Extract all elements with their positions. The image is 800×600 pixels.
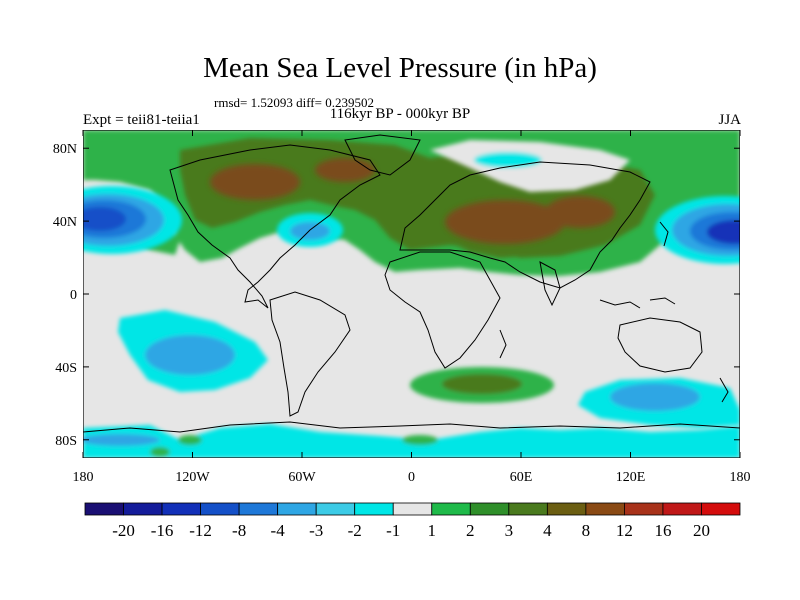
y-tick-label: 0 bbox=[70, 288, 77, 303]
south-australia-low bbox=[578, 378, 740, 428]
x-tick-label: 120E bbox=[616, 470, 646, 485]
colorbar-swatch bbox=[277, 502, 317, 516]
y-tick-label: 40N bbox=[53, 215, 77, 230]
chart-title: Mean Sea Level Pressure (in hPa) bbox=[203, 52, 597, 84]
colorbar-label: -2 bbox=[348, 521, 362, 540]
stats-label: rmsd= 1.52093 diff= 0.239502 bbox=[214, 95, 374, 110]
colorbar-label: 4 bbox=[543, 521, 552, 540]
positive-anomaly-strong bbox=[210, 158, 615, 244]
x-tick-label: 120W bbox=[175, 470, 210, 485]
colorbar-swatch bbox=[84, 502, 124, 516]
colorbar-label: -12 bbox=[189, 521, 212, 540]
colorbar-label: -20 bbox=[112, 521, 135, 540]
colorbar-swatch bbox=[469, 502, 510, 516]
x-tick-label: 60E bbox=[510, 470, 533, 485]
colorbar-swatch bbox=[354, 502, 394, 516]
colorbar-label: 3 bbox=[505, 521, 514, 540]
colorbar-label: 2 bbox=[466, 521, 475, 540]
x-tick-label: 60W bbox=[288, 470, 316, 485]
north-pacific-low-east bbox=[655, 196, 740, 264]
x-tick-label: 180 bbox=[730, 470, 751, 485]
colorbar-label: -16 bbox=[151, 521, 174, 540]
y-tick-label: 80S bbox=[55, 434, 77, 449]
colorbar-swatch bbox=[200, 502, 240, 516]
colorbar-swatch bbox=[161, 502, 201, 516]
colorbar-swatch bbox=[508, 502, 548, 516]
y-tick-label: 40S bbox=[55, 361, 77, 376]
colorbar-label: 12 bbox=[616, 521, 633, 540]
colorbar-swatch bbox=[546, 502, 587, 516]
colorbar-label: 8 bbox=[582, 521, 591, 540]
colorbar-label: -1 bbox=[386, 521, 400, 540]
colorbar-swatch bbox=[701, 502, 741, 516]
north-pacific-low-west bbox=[83, 186, 182, 254]
y-tick-label: 80N bbox=[53, 142, 77, 157]
x-axis: 180 120W 60W 0 60E 120E 180 bbox=[73, 130, 751, 485]
colorbar-label: -4 bbox=[271, 521, 286, 540]
antarctic-fringe bbox=[83, 424, 740, 458]
colorbar-swatch bbox=[123, 502, 163, 516]
colorbar-swatch bbox=[392, 502, 433, 516]
colorbar: -20 -16 -12 -8 -4 -3 -2 -1 1 2 3 4 8 12 16 20 bbox=[84, 502, 741, 540]
x-tick-label: 0 bbox=[408, 470, 415, 485]
y-axis: 80N 40N 0 40S 80S bbox=[53, 142, 740, 449]
colorbar-swatch bbox=[585, 502, 625, 516]
season-label: JJA bbox=[718, 112, 741, 128]
period-label: 116kyr BP - 000kyr BP bbox=[329, 106, 471, 122]
map-panel bbox=[83, 130, 740, 458]
colorbar-label: -8 bbox=[232, 521, 246, 540]
south-indian-high bbox=[410, 367, 554, 403]
colorbar-label: 20 bbox=[693, 521, 710, 540]
colorbar-label: 1 bbox=[428, 521, 437, 540]
south-pacific-low bbox=[118, 310, 268, 392]
colorbar-swatch bbox=[431, 502, 471, 516]
colorbar-swatch bbox=[624, 502, 664, 516]
coastlines bbox=[83, 134, 740, 433]
colorbar-label: -3 bbox=[309, 521, 323, 540]
experiment-label: Expt = teii81-teiia1 bbox=[83, 112, 200, 128]
colorbar-swatch bbox=[662, 502, 702, 516]
colorbar-swatch bbox=[315, 502, 356, 516]
colorbar-swatch bbox=[238, 502, 279, 516]
x-tick-label: 180 bbox=[73, 470, 94, 485]
colorbar-label: 16 bbox=[654, 521, 671, 540]
